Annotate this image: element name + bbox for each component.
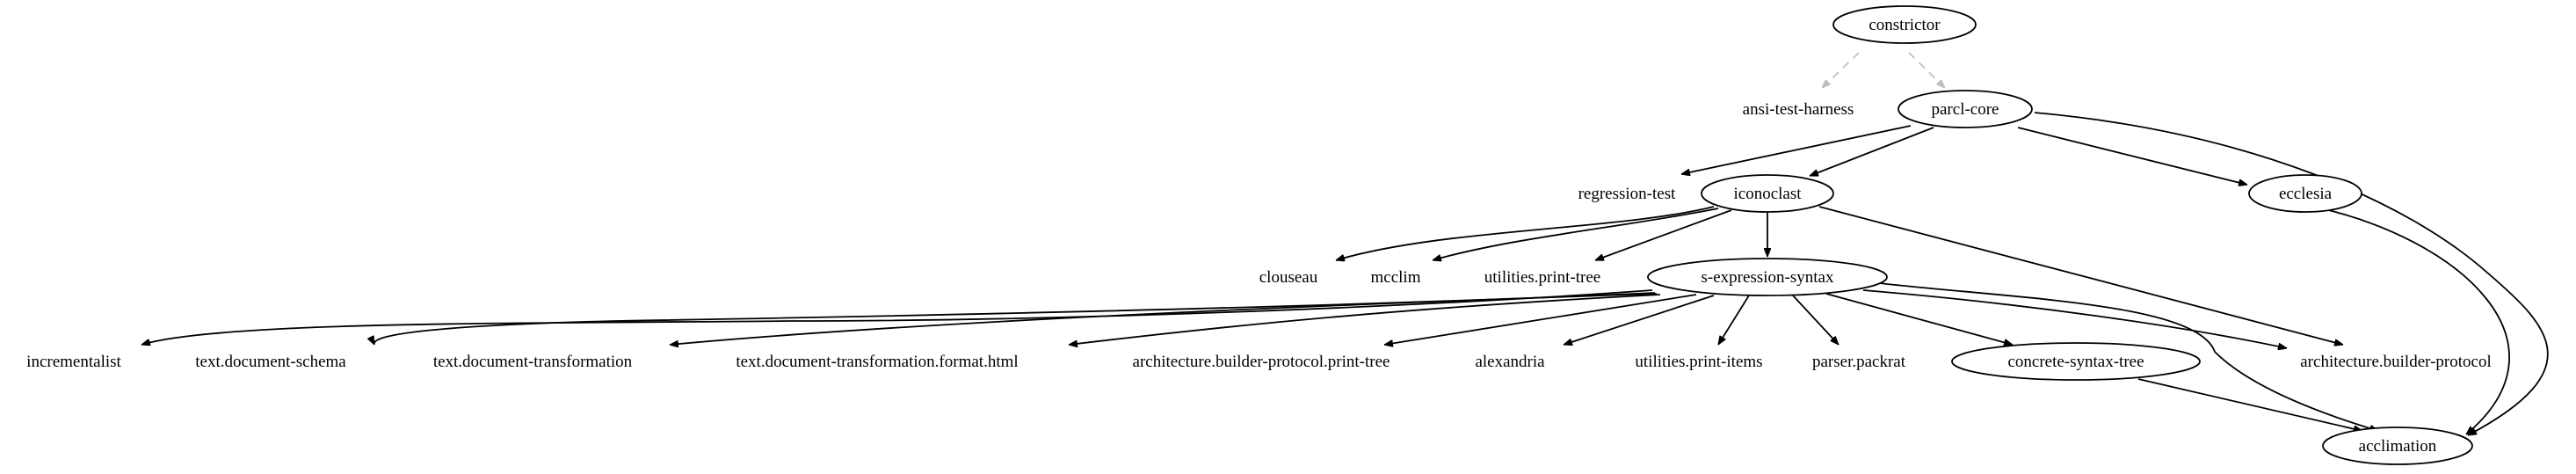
node-ellipse-acclimation [2322, 427, 2473, 465]
node-text.document-transformation: text.document-transformation [433, 353, 633, 371]
node-architecture.builder-protocol: architecture.builder-protocol [2300, 353, 2492, 371]
node-ellipse-s-expression-syntax [1647, 258, 1888, 296]
node-ansi-test-harness: ansi-test-harness [1743, 100, 1854, 119]
node-alexandria: alexandria [1475, 353, 1545, 371]
node-label-text.document-transformation.format.html: text.document-transformation.format.html [736, 353, 1018, 371]
node-label-constrictor: constrictor [1869, 16, 1941, 34]
edge-s-expression-syntax-to-text.document-transformation [670, 293, 1658, 345]
node-ellipse-iconoclast [1701, 174, 1834, 213]
node-ellipse-ecclesia [2248, 174, 2362, 213]
node-mcclim: mcclim [1371, 268, 1421, 287]
node-utilities.print-tree: utilities.print-tree [1484, 268, 1600, 287]
edge-parcl-core-to-acclimation [2034, 112, 2549, 436]
node-label-ecclesia: ecclesia [2279, 185, 2333, 203]
edge-s-expression-syntax-to-concrete-syntax-tree [1825, 293, 2013, 345]
node-label-alexandria: alexandria [1475, 353, 1545, 371]
node-incrementalist: incrementalist [26, 353, 121, 371]
edge-iconoclast-to-architecture.builder-protocol [1818, 206, 2343, 345]
node-parcl-core: parcl-core [1898, 90, 2033, 128]
node-text.document-transformation.format.html: text.document-transformation.format.html [736, 353, 1018, 371]
edge-s-expression-syntax-to-incrementalist [141, 289, 1653, 345]
node-label-architecture.builder-protocol.print-tree: architecture.builder-protocol.print-tree [1133, 353, 1390, 371]
node-label-text.document-schema: text.document-schema [195, 353, 346, 371]
nodes-layer: constrictor ansi-test-harness parcl-core re… [26, 5, 2492, 465]
node-ellipse-concrete-syntax-tree [1951, 342, 2201, 381]
node-text.document-schema: text.document-schema [195, 353, 346, 371]
edge-iconoclast-to-clouseau [1336, 206, 1715, 260]
node-label-architecture.builder-protocol: architecture.builder-protocol [2300, 353, 2492, 371]
edge-s-expression-syntax-to-architecture.builder-protocol.print-tree [1384, 294, 1697, 345]
node-parser.packrat: parser.packrat [1812, 353, 1906, 371]
node-label-acclimation: acclimation [2359, 437, 2437, 456]
node-label-iconoclast: iconoclast [1733, 185, 1802, 203]
node-label-regression-test: regression-test [1578, 185, 1677, 203]
node-acclimation: acclimation [2322, 427, 2473, 465]
edge-iconoclast-to-mcclim [1433, 208, 1719, 260]
node-label-utilities.print-items: utilities.print-items [1635, 353, 1762, 371]
node-ellipse-parcl-core [1898, 90, 2033, 128]
node-iconoclast: iconoclast [1701, 174, 1834, 213]
edge-constrictor-to-ansi-test-harness [1822, 52, 1860, 88]
edge-constrictor-to-parcl-core [1908, 52, 1945, 88]
edge-parcl-core-to-regression-test [1681, 125, 1912, 174]
edge-s-expression-syntax-to-utilities.print-items [1717, 295, 1750, 345]
edge-s-expression-syntax-to-parser.packrat [1792, 295, 1839, 345]
edge-s-expression-syntax-to-acclimation [1878, 282, 2378, 431]
node-constrictor: constrictor [1832, 5, 1977, 44]
node-utilities.print-items: utilities.print-items [1635, 353, 1762, 371]
node-label-s-expression-syntax: s-expression-syntax [1702, 268, 1834, 287]
node-ecclesia: ecclesia [2248, 174, 2362, 213]
node-regression-test: regression-test [1578, 185, 1677, 203]
node-label-ansi-test-harness: ansi-test-harness [1743, 100, 1854, 119]
node-label-parcl-core: parcl-core [1932, 100, 1999, 119]
node-clouseau: clouseau [1259, 268, 1318, 287]
edge-ecclesia-to-acclimation [2309, 205, 2510, 434]
node-ellipse-constrictor [1832, 5, 1977, 44]
node-label-mcclim: mcclim [1371, 268, 1421, 287]
node-label-incrementalist: incrementalist [26, 353, 121, 371]
node-label-concrete-syntax-tree: concrete-syntax-tree [2007, 353, 2144, 371]
node-concrete-syntax-tree: concrete-syntax-tree [1951, 342, 2201, 381]
edge-s-expression-syntax-to-architecture.builder-protocol [1862, 289, 2287, 348]
node-architecture.builder-protocol.print-tree: architecture.builder-protocol.print-tree [1133, 353, 1390, 371]
node-label-clouseau: clouseau [1259, 268, 1318, 287]
edge-parcl-core-to-ecclesia [2017, 127, 2247, 185]
edge-s-expression-syntax-to-alexandria [1564, 295, 1715, 345]
node-s-expression-syntax: s-expression-syntax [1647, 258, 1888, 296]
edge-concrete-syntax-tree-to-acclimation [2137, 378, 2362, 431]
edge-s-expression-syntax-to-text.document-transformation.format.html [1069, 294, 1661, 345]
node-label-text.document-transformation: text.document-transformation [433, 353, 633, 371]
node-label-utilities.print-tree: utilities.print-tree [1484, 268, 1600, 287]
node-label-parser.packrat: parser.packrat [1812, 353, 1906, 371]
edges-layer [141, 52, 2549, 436]
edge-parcl-core-to-iconoclast [1810, 127, 1934, 177]
edge-iconoclast-to-utilities.print-tree [1595, 209, 1732, 261]
